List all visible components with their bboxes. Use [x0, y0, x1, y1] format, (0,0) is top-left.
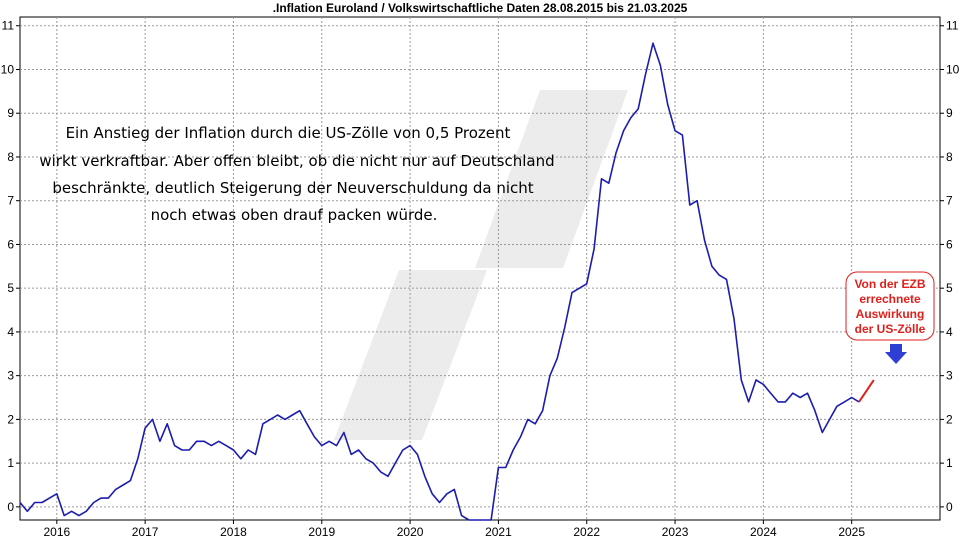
y-tick-label-right: 11	[946, 19, 959, 33]
y-tick-label-left: 0	[7, 500, 14, 514]
x-tick-label: 2016	[43, 525, 70, 539]
y-tick-label-right: 0	[946, 500, 953, 514]
y-tick-label-right: 9	[946, 106, 953, 120]
annotation-line-4: noch etwas oben drauf packen würde.	[151, 206, 438, 224]
plot-frame	[19, 16, 941, 521]
x-tick-label: 2024	[750, 525, 777, 539]
x-tick-label: 2023	[662, 525, 689, 539]
y-tick-label-left: 6	[7, 237, 14, 251]
y-tick-label-left: 1	[7, 456, 14, 470]
chart-title: .Inflation Euroland / Volkswirtschaftlic…	[273, 1, 688, 15]
callout-line-1: Von der EZB	[854, 277, 925, 291]
inflation-series-line	[19, 42, 860, 521]
callout-line-4: der US-Zölle	[855, 322, 926, 336]
annotation-line-1: Ein Anstieg der Inflation durch die US-Z…	[66, 124, 511, 142]
x-tick-label: 2018	[220, 525, 247, 539]
x-tick-label: 2017	[132, 525, 159, 539]
y-tick-label-right: 2	[946, 412, 953, 426]
series-layer	[19, 42, 875, 521]
x-tick-label: 2019	[308, 525, 335, 539]
y-tick-label-right: 1	[946, 456, 953, 470]
callout-line-3: Auswirkung	[856, 307, 925, 321]
y-tick-label-left: 4	[7, 325, 14, 339]
ezb-callout: Von der EZB errechnete Auswirkung der US…	[845, 271, 935, 364]
x-tick-label: 2020	[397, 525, 424, 539]
y-axis-right: 0 1 2 3 4 5 6 7 8 9 10 11	[940, 19, 960, 514]
x-axis: 2016 2017 2018 2019 2020 2021 2022 2023 2024 2025	[43, 520, 865, 539]
us-tariff-impact-line	[858, 379, 875, 403]
x-tick-label: 2025	[838, 525, 865, 539]
y-tick-label-left: 8	[7, 150, 14, 164]
y-tick-label-right: 10	[946, 62, 960, 76]
y-tick-label-left: 10	[1, 62, 15, 76]
watermark-logo	[334, 90, 628, 440]
y-axis-left: 0 1 2 3 4 5 6 7 8 9 10 11	[1, 19, 20, 514]
y-tick-label-left: 5	[7, 281, 14, 295]
y-tick-label-left: 9	[7, 106, 14, 120]
y-tick-label-left: 11	[2, 19, 15, 33]
x-tick-label: 2022	[573, 525, 600, 539]
x-tick-label: 2021	[485, 525, 512, 539]
annotation-block: Ein Anstieg der Inflation durch die US-Z…	[39, 124, 554, 224]
y-tick-label-right: 6	[946, 237, 953, 251]
y-tick-label-right: 5	[946, 281, 953, 295]
callout-line-2: errechnete	[859, 292, 921, 306]
y-tick-label-left: 7	[7, 194, 14, 208]
y-tick-label-right: 3	[946, 369, 953, 383]
y-tick-label-left: 3	[7, 369, 14, 383]
y-tick-label-right: 7	[946, 194, 953, 208]
y-tick-label-right: 4	[946, 325, 953, 339]
down-arrow-icon	[885, 344, 907, 364]
grid-layer	[20, 17, 940, 520]
annotation-line-2: wirkt verkraftbar. Aber offen bleibt, ob…	[39, 152, 554, 170]
y-tick-label-right: 8	[946, 150, 953, 164]
y-tick-label-left: 2	[7, 412, 14, 426]
annotation-line-3: beschränkte, deutlich Steigerung der Neu…	[52, 179, 533, 197]
callout-box	[845, 271, 935, 341]
